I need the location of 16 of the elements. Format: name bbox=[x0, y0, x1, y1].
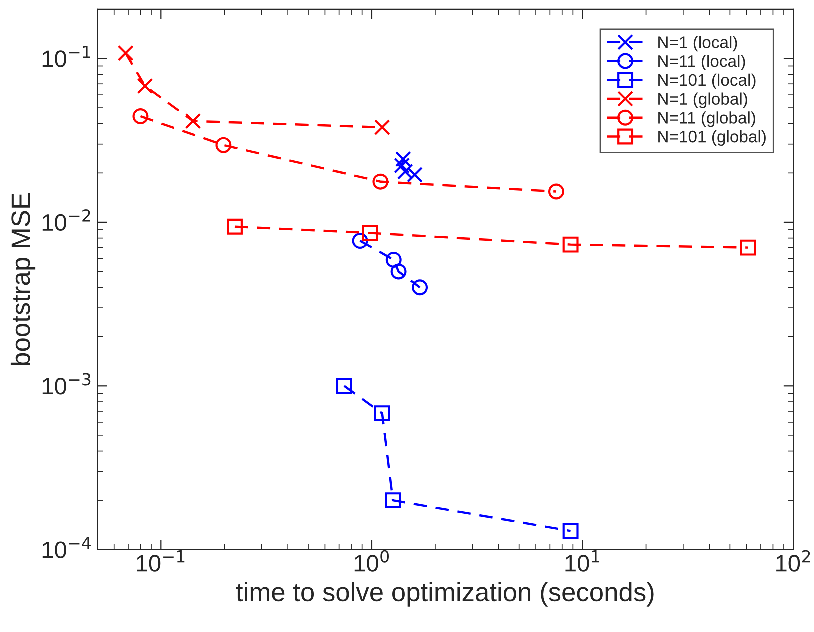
legend-label: N=11 (global) bbox=[658, 112, 756, 128]
y-tick-label: 10$^{−2}$ bbox=[42, 210, 90, 232]
legend-label: N=11 (local) bbox=[658, 55, 746, 71]
x-tick-label: 10$^{0}$ bbox=[354, 550, 389, 572]
y-tick-label: 10$^{−1}$ bbox=[42, 46, 90, 68]
y-tick-label: 10$^{−4}$ bbox=[42, 537, 92, 558]
legend-label: N=1 (local) bbox=[658, 36, 738, 52]
y-tick-label: 10$^{−3}$ bbox=[42, 373, 91, 395]
y-axis-title: bootstrap MSE bbox=[10, 194, 36, 366]
x-tick-label: 10$^{−1}$ bbox=[137, 550, 185, 572]
legend-label: N=1 (global) bbox=[658, 92, 748, 108]
x-tick-label: 10$^{2}$ bbox=[776, 550, 810, 572]
legend-label: N=101 (global) bbox=[658, 130, 766, 146]
x-tick-label: 10$^{1}$ bbox=[566, 550, 600, 572]
legend-label: N=101 (local) bbox=[658, 74, 756, 90]
x-axis-title: time to solve optimization (seconds) bbox=[236, 582, 654, 607]
